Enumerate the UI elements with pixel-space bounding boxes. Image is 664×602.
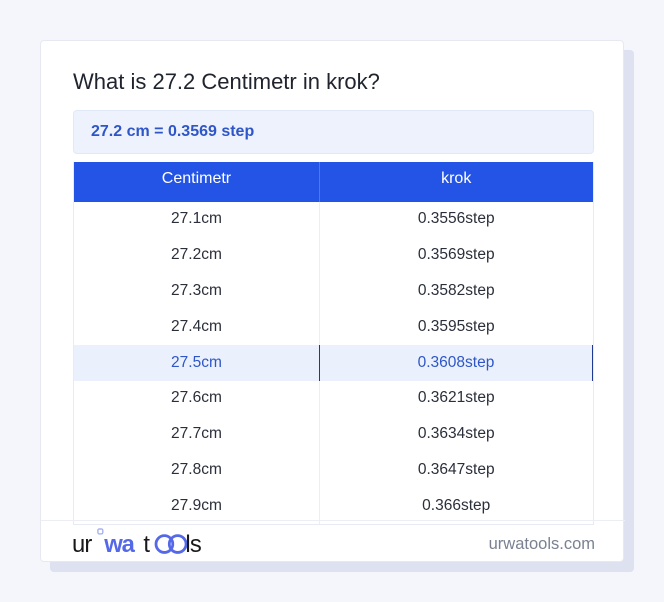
svg-text:wa: wa (103, 531, 135, 558)
svg-text:t: t (143, 531, 150, 558)
svg-text:ur: ur (72, 531, 92, 558)
svg-text:ls: ls (185, 531, 201, 558)
